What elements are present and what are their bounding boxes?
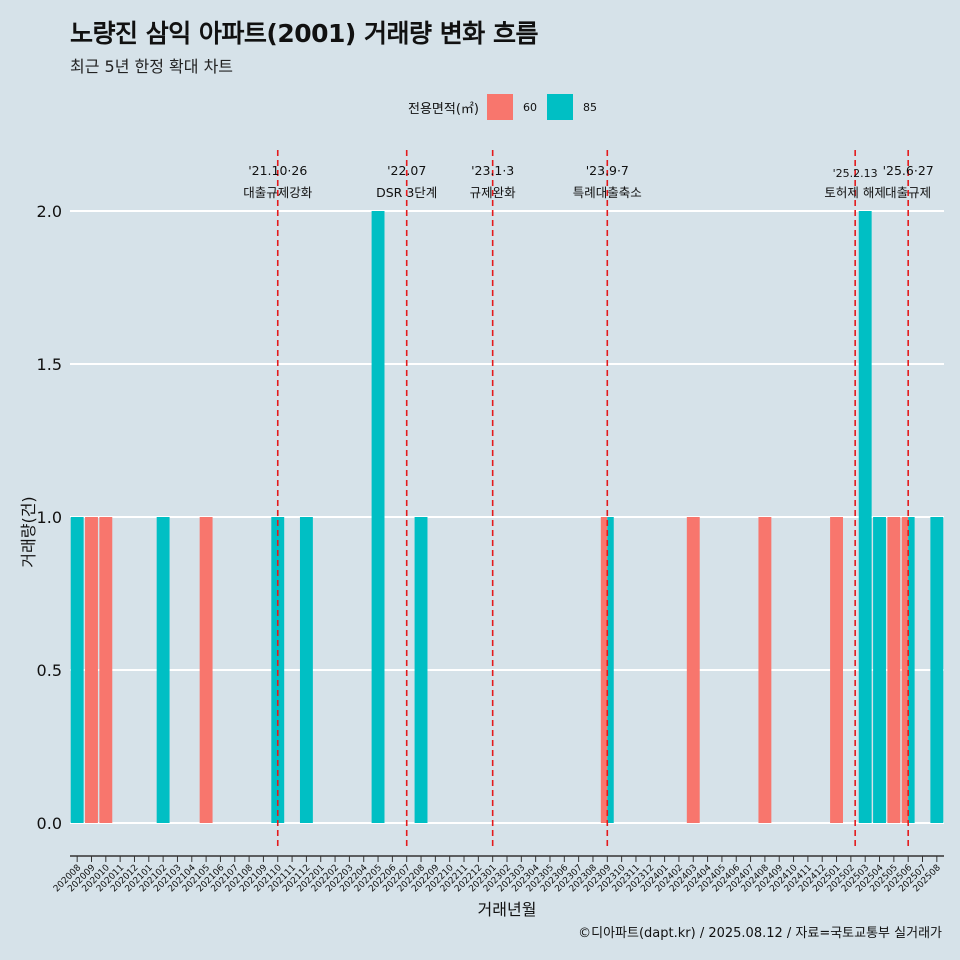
event-date-label: '21.10·26: [248, 163, 307, 178]
legend-item-60: 60: [486, 94, 537, 120]
legend-label-85: 85: [582, 100, 597, 114]
x-axis-title: 거래년월: [478, 900, 537, 919]
bar-60-202505: [887, 517, 901, 823]
event-label: 토허제 해제: [824, 185, 885, 200]
event-label: 규제완화: [470, 185, 517, 200]
y-tick-label: 0.0: [37, 814, 62, 833]
bar-60-202501: [830, 517, 843, 823]
legend-label-60: 60: [522, 100, 537, 114]
bar-85-202205: [371, 211, 385, 823]
bar-85-202102: [156, 517, 170, 823]
bar-60-202408: [758, 517, 772, 823]
event-label: DSR 3단계: [376, 185, 437, 200]
bar-85-202008: [70, 517, 84, 823]
y-axis-title: 거래량(건): [19, 496, 38, 567]
chart-subtitle: 최근 5년 한정 확대 차트: [70, 57, 234, 76]
bar-60-202403: [686, 517, 700, 823]
bar-60-202009: [85, 517, 98, 823]
event-date-label: '25.2.13: [833, 167, 878, 180]
bar-60-202010: [99, 517, 113, 823]
bar-85-202506: [908, 517, 915, 823]
y-tick-label: 2.0: [37, 202, 62, 221]
event-label: 특례대출축소: [573, 185, 642, 200]
event-label: 대출규제강화: [243, 185, 313, 200]
legend-title: 전용면적(㎡): [408, 101, 479, 117]
y-tick-label: 1.0: [37, 508, 62, 527]
bar-60-202506: [901, 517, 909, 823]
source-footer: ©디아파트(dapt.kr) / 2025.08.12 / 자료=국토교통부 실…: [578, 926, 942, 941]
bar-85-202504: [873, 517, 886, 823]
legend-item-85: 85: [546, 94, 597, 120]
bar-85-202309: [607, 517, 614, 823]
event-date-label: '25.6·27: [883, 163, 934, 178]
bar-60-202309: [600, 517, 608, 823]
event-label: 대출규제: [885, 185, 931, 200]
bar-85-202503: [858, 211, 872, 823]
legend-swatch-85: [546, 94, 573, 120]
bar-85-202112: [299, 517, 313, 823]
bar-85-202208: [414, 517, 428, 823]
event-date-label: '23.9·7: [586, 163, 629, 178]
bar-85-202508: [930, 517, 944, 823]
chart-title: 노량진 삼익 아파트(2001) 거래량 변화 흐름: [70, 19, 538, 48]
bar-60-202105: [199, 517, 213, 823]
y-tick-label: 1.5: [37, 355, 62, 374]
event-date-label: '23.1·3: [471, 163, 514, 178]
legend-swatch-60: [486, 94, 513, 120]
event-date-label: '22.07: [387, 163, 426, 178]
legend: 전용면적(㎡) 60 85: [408, 93, 607, 121]
y-tick-label: 0.5: [37, 661, 62, 680]
